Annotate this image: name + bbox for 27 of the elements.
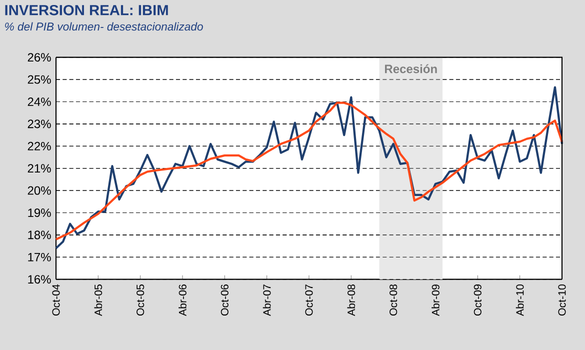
y-tick-label: 17% — [28, 252, 51, 262]
x-tick-label: Oct-04 — [52, 284, 60, 316]
x-tick-label: Oct-08 — [390, 284, 398, 316]
y-tick-label: 16% — [28, 275, 51, 284]
x-tick-label: Abr-10 — [516, 284, 524, 316]
y-tick-label: 20% — [28, 186, 51, 195]
x-tick-label: Abr-07 — [262, 284, 271, 316]
y-tick-label: 25% — [28, 75, 51, 84]
x-tick-label: Abr-06 — [178, 284, 186, 316]
chart-subtitle: % del PIB volumen- desestacionalizado — [5, 22, 203, 31]
y-tick-label: 26% — [28, 53, 51, 62]
y-tick-label: 21% — [28, 164, 51, 173]
x-tick-label: Abr-09 — [432, 284, 440, 316]
x-tick-label: Oct-07 — [305, 284, 313, 316]
x-tick-label: Abr-05 — [94, 284, 102, 316]
x-tick-label: Oct-05 — [136, 284, 144, 316]
x-tick-label: Oct-09 — [474, 284, 482, 316]
y-tick-label: 22% — [28, 142, 51, 150]
y-tick-label: 18% — [28, 230, 51, 240]
band-label: Recesión — [385, 64, 437, 74]
x-tick-label: Abr-08 — [347, 284, 356, 316]
y-tick-label: 24% — [28, 98, 51, 106]
y-tick-label: 19% — [28, 208, 51, 217]
x-tick-label: Oct-06 — [220, 284, 228, 316]
y-tick-label: 23% — [28, 120, 51, 128]
chart-title: INVERSION REAL: IBIM — [5, 4, 168, 16]
x-tick-label: Oct-10 — [558, 284, 566, 316]
